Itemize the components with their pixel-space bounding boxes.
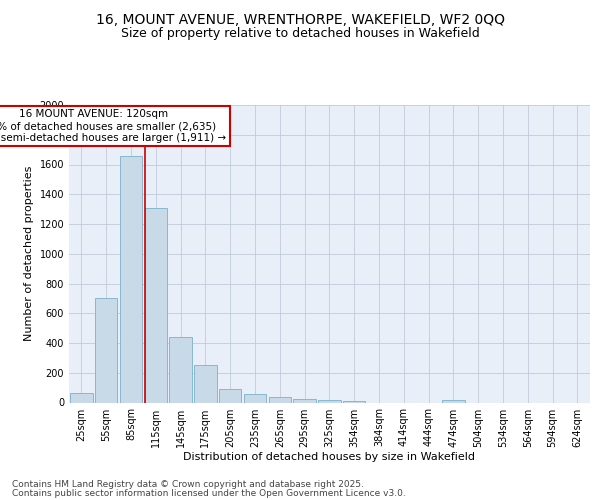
X-axis label: Distribution of detached houses by size in Wakefield: Distribution of detached houses by size … [184,452,475,462]
Bar [318,400,341,402]
Y-axis label: Number of detached properties: Number of detached properties [24,166,34,342]
Text: 16, MOUNT AVENUE, WRENTHORPE, WAKEFIELD, WF2 0QQ: 16, MOUNT AVENUE, WRENTHORPE, WAKEFIELD,… [95,12,505,26]
Bar [194,364,217,403]
Bar [343,401,365,402]
Text: Contains HM Land Registry data © Crown copyright and database right 2025.: Contains HM Land Registry data © Crown c… [12,480,364,489]
Bar [120,156,142,402]
Bar [70,393,92,402]
Bar [169,337,192,402]
Bar [95,298,118,403]
Text: Size of property relative to detached houses in Wakefield: Size of property relative to detached ho… [121,28,479,40]
Bar [219,389,241,402]
Bar [145,208,167,402]
Bar [269,396,291,402]
Bar [293,399,316,402]
Bar [442,400,464,402]
Text: Contains public sector information licensed under the Open Government Licence v3: Contains public sector information licen… [12,488,406,498]
Text: 16 MOUNT AVENUE: 120sqm
← 57% of detached houses are smaller (2,635)
41% of semi: 16 MOUNT AVENUE: 120sqm ← 57% of detache… [0,110,226,142]
Bar [244,394,266,402]
